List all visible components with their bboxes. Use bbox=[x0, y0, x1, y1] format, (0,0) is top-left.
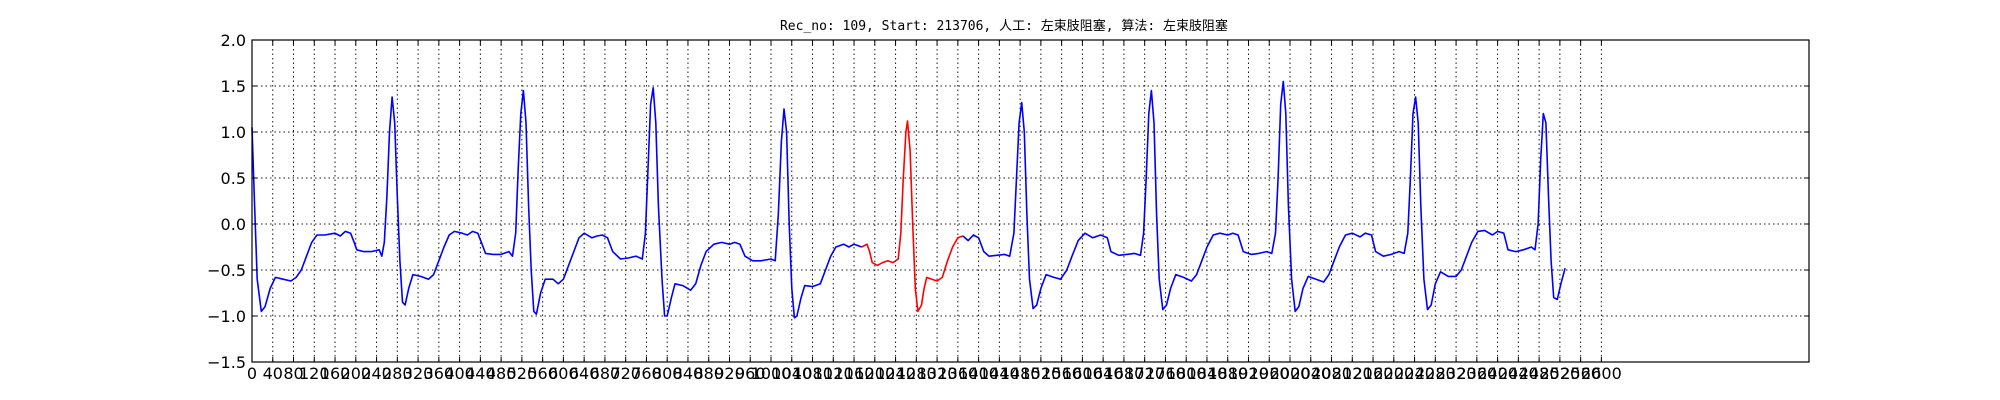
x-tick-label: 2280 bbox=[1415, 364, 1456, 383]
x-tick-label: 400 bbox=[444, 364, 475, 383]
x-tick-label: 120 bbox=[299, 364, 330, 383]
x-tick-label: 1200 bbox=[854, 364, 895, 383]
x-tick-label: 1800 bbox=[1166, 364, 1207, 383]
x-tick-label: 1960 bbox=[1249, 364, 1290, 383]
x-tick-label: 880 bbox=[693, 364, 724, 383]
x-tick-label: 2200 bbox=[1373, 364, 1414, 383]
x-tick-label: 2480 bbox=[1519, 364, 1560, 383]
x-tick-label: 2400 bbox=[1477, 364, 1518, 383]
x-tick-label: 2320 bbox=[1436, 364, 1477, 383]
x-tick-label: 2000 bbox=[1270, 364, 1311, 383]
x-tick-label: 1360 bbox=[937, 364, 978, 383]
x-tick-label: 80 bbox=[283, 364, 303, 383]
y-tick-label: 0.5 bbox=[221, 169, 246, 188]
x-tick-label: 1640 bbox=[1083, 364, 1124, 383]
ecg-trace-before bbox=[251, 87, 863, 319]
x-tick-label: 480 bbox=[486, 364, 517, 383]
plot-frame bbox=[251, 39, 1810, 363]
x-tick-label: 680 bbox=[590, 364, 621, 383]
chart-title: Rec_no: 109, Start: 213706, 人工: 左束肢阻塞, 算… bbox=[780, 18, 1228, 34]
x-tick-label: 200 bbox=[341, 364, 372, 383]
x-tick-label: 1840 bbox=[1187, 364, 1228, 383]
x-tick-label: 160 bbox=[320, 364, 351, 383]
x-tick-label: 920 bbox=[714, 364, 745, 383]
x-tick-label: 1320 bbox=[917, 364, 958, 383]
x-tick-label: 840 bbox=[673, 364, 704, 383]
y-tick-label: 1.5 bbox=[221, 77, 246, 96]
x-tick-label: 2560 bbox=[1560, 364, 1601, 383]
ecg-trace-highlight bbox=[861, 120, 964, 313]
x-tick-label: 1520 bbox=[1021, 364, 1062, 383]
y-tick-label: −1.0 bbox=[207, 307, 246, 326]
x-tick-label: 560 bbox=[527, 364, 558, 383]
y-tick-label: 1.0 bbox=[221, 123, 246, 142]
y-tick-label: 2.0 bbox=[221, 31, 246, 50]
y-tick-label: 0.0 bbox=[221, 215, 246, 234]
x-tick-label: 1280 bbox=[896, 364, 937, 383]
x-tick-label: 720 bbox=[610, 364, 641, 383]
x-tick-label: 2360 bbox=[1456, 364, 1497, 383]
x-tick-label: 1720 bbox=[1124, 364, 1165, 383]
y-axis: −1.5 −1.0 −0.5 0.0 0.5 1.0 1.5 2.0 bbox=[207, 31, 1809, 372]
x-tick-label: 40 bbox=[263, 364, 283, 383]
x-tick-label: 1560 bbox=[1041, 364, 1082, 383]
x-tick-label: 240 bbox=[361, 364, 392, 383]
x-tick-label: 2080 bbox=[1311, 364, 1352, 383]
x-tick-label: 1600 bbox=[1062, 364, 1103, 383]
x-tick-label: 2600 bbox=[1581, 364, 1622, 383]
x-tick-label: 360 bbox=[424, 364, 455, 383]
x-tick-label: 440 bbox=[465, 364, 496, 383]
x-tick-label: 1440 bbox=[979, 364, 1020, 383]
x-tick-label: 600 bbox=[548, 364, 579, 383]
x-tick-label: 320 bbox=[403, 364, 434, 383]
ecg-trace-after bbox=[962, 80, 1566, 313]
x-tick-label: 520 bbox=[507, 364, 538, 383]
x-tick-label: 2160 bbox=[1353, 364, 1394, 383]
x-tick-label: 2240 bbox=[1394, 364, 1435, 383]
x-tick-label: 1920 bbox=[1228, 364, 1269, 383]
x-tick-label: 1000 bbox=[751, 364, 792, 383]
x-tick-label: 0 bbox=[247, 364, 257, 383]
x-tick-label: 2520 bbox=[1540, 364, 1581, 383]
x-tick-label: 1040 bbox=[771, 364, 812, 383]
x-tick-label: 1120 bbox=[813, 364, 854, 383]
x-tick-label: 1480 bbox=[1000, 364, 1041, 383]
x-tick-label: 1160 bbox=[834, 364, 875, 383]
series-group bbox=[251, 80, 1566, 319]
x-tick-label: 2440 bbox=[1498, 364, 1539, 383]
x-tick-label: 1880 bbox=[1207, 364, 1248, 383]
x-tick-label: 1240 bbox=[875, 364, 916, 383]
x-tick-label: 1680 bbox=[1104, 364, 1145, 383]
x-tick-label: 640 bbox=[569, 364, 600, 383]
x-tick-label: 1760 bbox=[1145, 364, 1186, 383]
x-tick-label: 1400 bbox=[958, 364, 999, 383]
y-tick-label: −1.5 bbox=[207, 353, 246, 372]
x-axis: 0 40 8012016020024028032036040044048052056… bbox=[247, 40, 1622, 383]
x-tick-label: 2120 bbox=[1332, 364, 1373, 383]
y-tick-label: −0.5 bbox=[207, 261, 246, 280]
x-tick-label: 2040 bbox=[1290, 364, 1331, 383]
x-tick-label: 800 bbox=[652, 364, 683, 383]
x-tick-label: 760 bbox=[631, 364, 662, 383]
x-tick-label: 1080 bbox=[792, 364, 833, 383]
x-tick-label: 960 bbox=[735, 364, 766, 383]
x-tick-label: 280 bbox=[382, 364, 413, 383]
